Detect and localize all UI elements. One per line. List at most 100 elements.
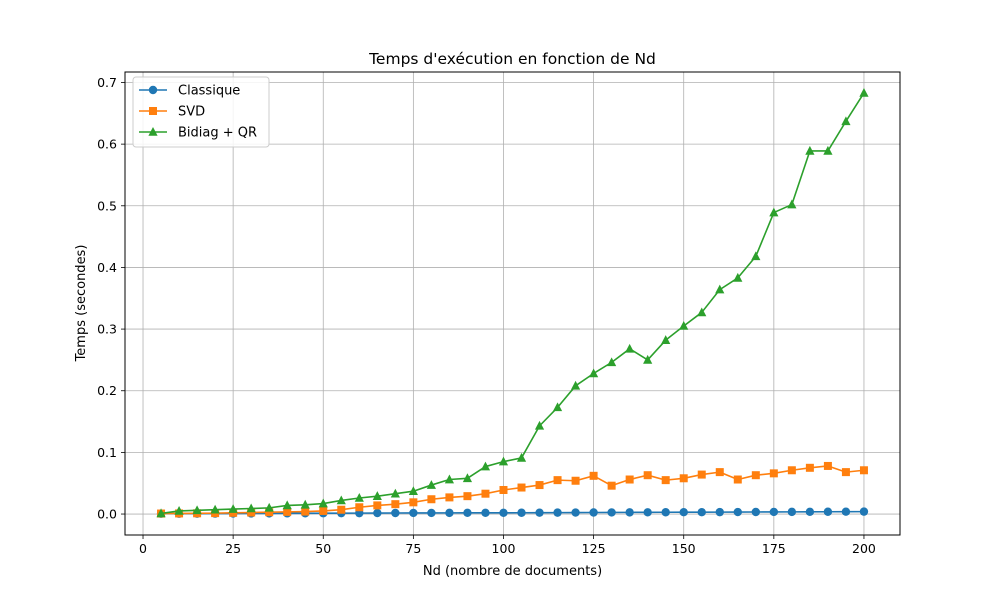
data-point (859, 466, 868, 475)
data-point (534, 420, 545, 430)
data-point (787, 507, 797, 517)
data-point (715, 468, 724, 477)
data-point (336, 495, 346, 505)
data-point (463, 492, 472, 501)
legend: Classique SVD Bidiag + QR (132, 76, 270, 148)
data-point (697, 507, 706, 517)
data-point (571, 476, 580, 485)
y-axis: 0.0 0.1 0.2 0.3 0.4 0.5 0.6 0.7 (97, 75, 125, 522)
x-tick-label: 75 (405, 541, 421, 556)
data-point (319, 506, 328, 515)
series-line (161, 510, 864, 515)
data-point (805, 507, 815, 517)
data-point (697, 470, 706, 479)
y-tick-label: 0.1 (97, 445, 117, 460)
data-point (373, 501, 382, 510)
x-tick-label: 175 (762, 541, 786, 556)
data-point (661, 508, 670, 517)
legend-item: SVD (139, 105, 205, 120)
data-point (697, 307, 707, 317)
x-tick-label: 25 (225, 541, 241, 556)
data-point (733, 475, 742, 484)
data-point (787, 199, 797, 209)
data-point (679, 507, 688, 517)
data-point (516, 452, 527, 462)
data-point (841, 468, 850, 477)
data-point (210, 504, 220, 514)
y-tick-label: 0.5 (97, 198, 117, 213)
data-point (444, 474, 455, 484)
data-point (859, 87, 869, 97)
data-point (715, 284, 725, 294)
x-tick-label: 0 (139, 541, 147, 556)
data-point (589, 508, 598, 517)
data-point (553, 476, 562, 485)
data-point (265, 508, 274, 517)
data-point (607, 508, 616, 517)
y-axis-label: Temps (secondes) (74, 245, 89, 363)
legend-label: SVD (178, 105, 205, 120)
data-point (571, 508, 580, 517)
x-tick-label: 50 (315, 541, 331, 556)
data-point (552, 402, 563, 412)
x-tick-label: 125 (582, 541, 606, 556)
data-point (462, 473, 473, 483)
data-point (535, 481, 544, 490)
data-point (643, 508, 652, 517)
data-point (679, 474, 688, 483)
legend-box (132, 76, 270, 148)
data-point (390, 488, 400, 498)
data-point (426, 480, 436, 489)
data-point (589, 471, 598, 480)
data-point (156, 508, 166, 518)
data-point (841, 116, 851, 126)
data-point (354, 493, 364, 502)
y-tick-label: 0.2 (97, 383, 117, 398)
data-point (751, 471, 760, 480)
data-point (409, 498, 418, 507)
data-point (499, 485, 508, 494)
data-point (553, 508, 562, 517)
data-point (427, 508, 436, 518)
data-point (751, 251, 761, 261)
data-point (823, 461, 832, 470)
data-point (174, 505, 184, 515)
x-tick-label: 150 (672, 541, 696, 556)
series-bidiag-qr (156, 87, 869, 518)
data-point (481, 489, 490, 498)
data-point (769, 469, 778, 478)
data-point (427, 495, 436, 504)
data-point (480, 461, 491, 471)
data-point (787, 466, 796, 475)
y-tick-label: 0.7 (97, 75, 117, 90)
data-point (805, 145, 815, 155)
data-point (643, 471, 652, 480)
data-point (859, 507, 869, 516)
data-point (769, 507, 779, 517)
data-point (318, 498, 328, 508)
data-point (499, 508, 508, 518)
data-point (570, 380, 581, 390)
data-point (589, 368, 599, 378)
legend-marker (148, 127, 158, 136)
data-point (246, 503, 256, 513)
data-point (517, 508, 526, 517)
data-point (625, 475, 634, 484)
data-point (463, 508, 472, 518)
legend-label: Bidiag + QR (178, 126, 257, 141)
data-point (805, 463, 814, 472)
plot-frame (124, 71, 901, 536)
data-point (643, 354, 653, 364)
x-tick-label: 100 (492, 541, 516, 556)
data-point (823, 507, 833, 516)
data-point (535, 508, 544, 517)
data-point (661, 476, 670, 485)
data-point (283, 507, 292, 516)
series-layer (156, 87, 869, 518)
legend-marker (149, 107, 157, 115)
data-point (445, 493, 454, 502)
data-point (715, 507, 724, 517)
data-point (282, 500, 292, 510)
x-axis-label: Nd (nombre de documents) (423, 564, 602, 579)
